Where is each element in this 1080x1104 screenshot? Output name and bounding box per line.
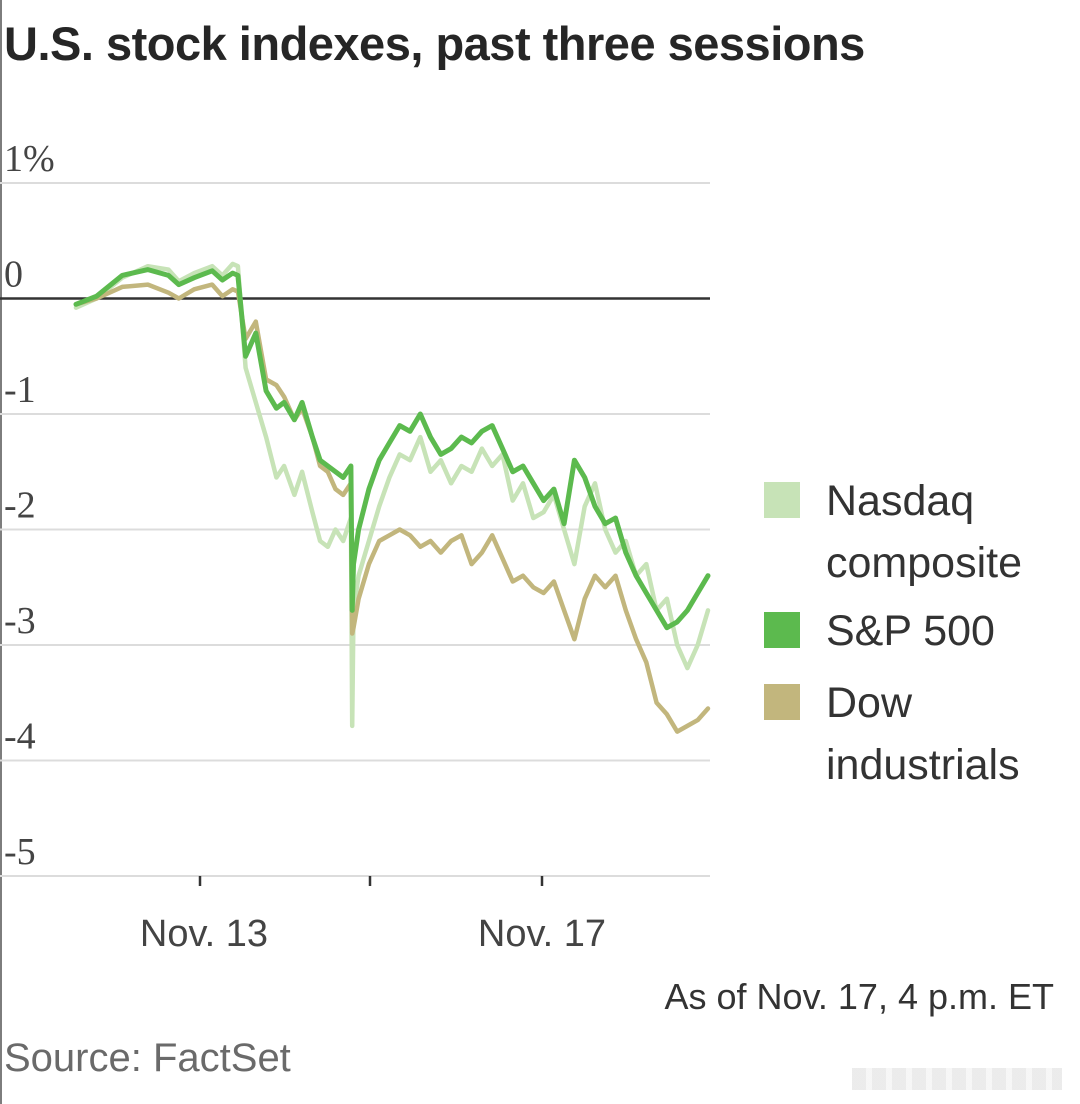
watermark (852, 1068, 1062, 1090)
y-tick-label: -5 (4, 831, 36, 873)
x-tick-label: Nov. 13 (140, 913, 268, 955)
legend-label-sp500: S&P 500 (826, 607, 995, 655)
legend-swatch-sp500 (764, 612, 800, 648)
y-axis-tick-labels: 1% 0 -1 -2 -3 -4 -5 (4, 138, 55, 873)
y-tick-label: -1 (4, 369, 36, 411)
series-line-dow-industrials (73, 282, 711, 734)
chart-title: U.S. stock indexes, past three sessions (4, 17, 865, 70)
y-tick-label: -3 (4, 600, 36, 642)
legend-swatch-nasdaq (764, 482, 800, 518)
y-tick-label: 0 (4, 254, 23, 296)
x-axis-ticks: Nov. 13 Nov. 17 (140, 876, 606, 955)
gridlines (0, 182, 710, 877)
y-tick-label: -2 (4, 485, 36, 527)
legend-label-nasdaq-line2: composite (826, 539, 1022, 587)
timestamp-note: As of Nov. 17, 4 p.m. ET (664, 976, 1054, 1017)
legend-label-dow-line2: industrials (826, 741, 1020, 789)
y-tick-label: -4 (4, 716, 36, 758)
legend-label-nasdaq-line1: Nasdaq (826, 477, 975, 525)
series-line-nasdaq-composite (73, 261, 711, 729)
series-line-s-p-500 (73, 267, 711, 631)
x-tick-label: Nov. 17 (478, 913, 606, 955)
series-lines (73, 261, 711, 734)
legend-swatch-dow (764, 684, 800, 720)
y-tick-label: 1% (4, 138, 55, 180)
legend-label-dow-line1: Dow (826, 679, 913, 727)
source-credit: Source: FactSet (4, 1036, 291, 1080)
